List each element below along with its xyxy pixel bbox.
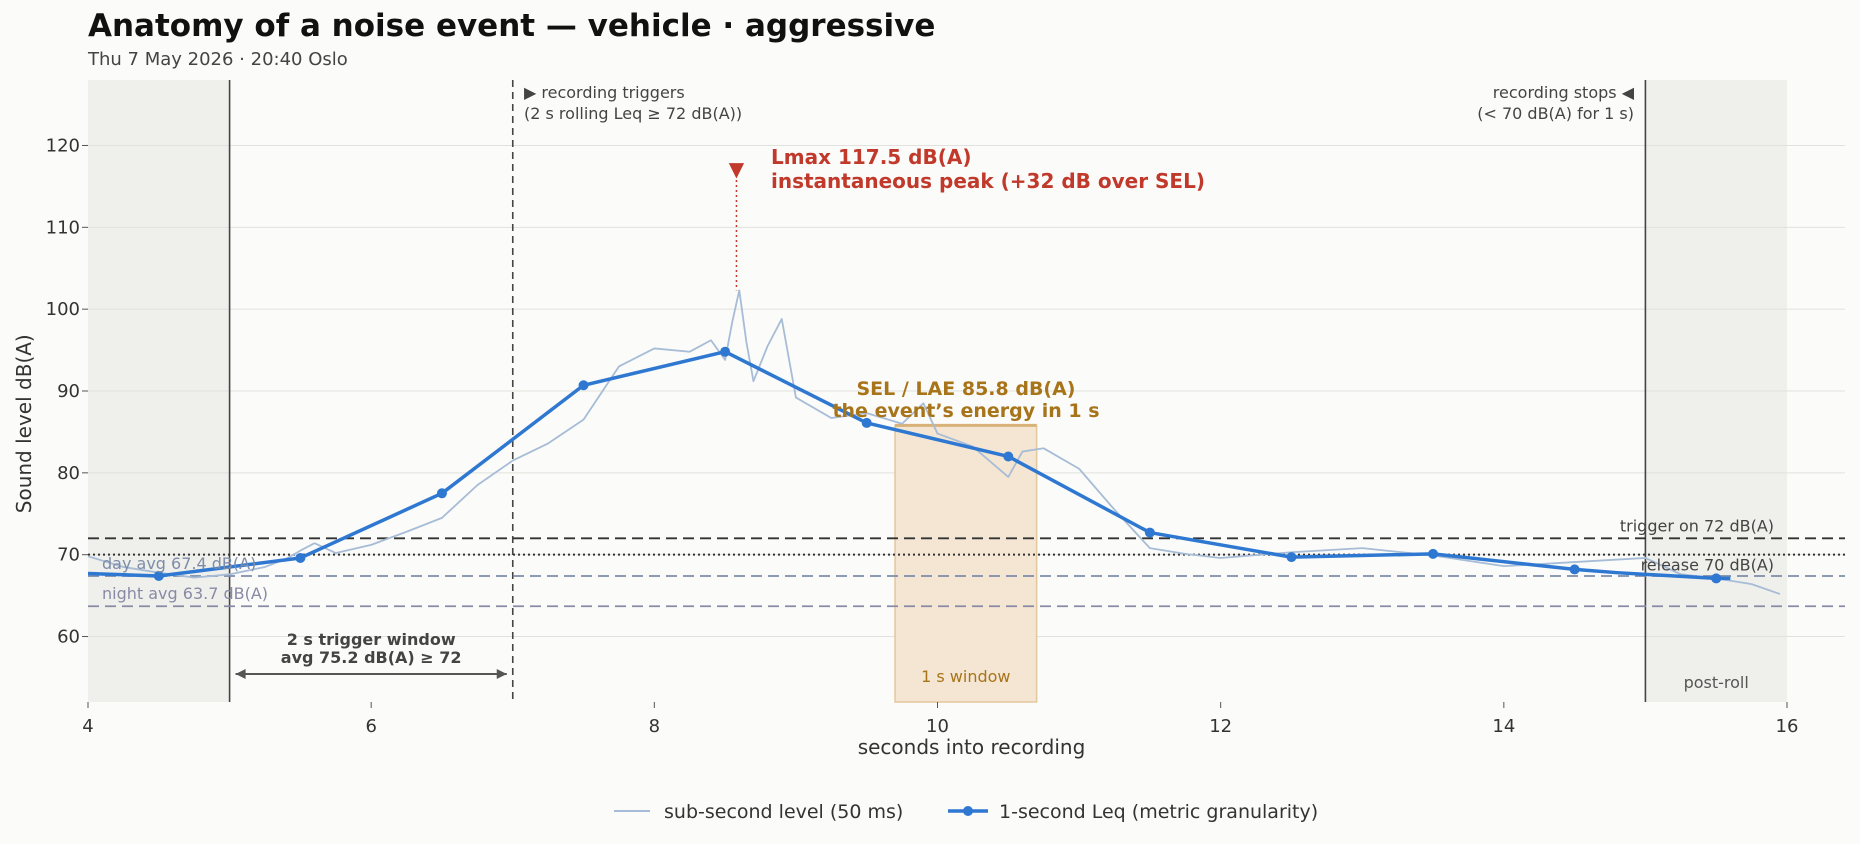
release-label: release 70 dB(A) xyxy=(1641,556,1774,575)
leq-point xyxy=(720,346,731,357)
y-tick-label: 60 xyxy=(57,627,80,648)
legend-label-sub-second: sub-second level (50 ms) xyxy=(664,801,903,823)
trigger-window-annotation-line2: avg 75.2 dB(A) ≥ 72 xyxy=(281,648,462,667)
y-tick-label: 80 xyxy=(57,463,80,484)
trigger-start-annotation-line2: (2 s rolling Leq ≥ 72 dB(A)) xyxy=(524,104,742,123)
leq-point xyxy=(1144,527,1155,538)
trigger-window-arrow-left xyxy=(235,669,246,679)
y-tick-label: 90 xyxy=(57,381,80,402)
sel-window-box xyxy=(894,424,1038,703)
x-tick-label: 10 xyxy=(926,716,949,737)
leq-point xyxy=(1286,552,1297,563)
peak-annotation-line2: instantaneous peak (+32 dB over SEL) xyxy=(771,169,1205,193)
chart-title: Anatomy of a noise event — vehicle · agg… xyxy=(88,8,936,44)
trigger-on-label: trigger on 72 dB(A) xyxy=(1620,516,1774,535)
leq-point xyxy=(861,417,872,428)
peak-marker: ▼ xyxy=(729,157,745,181)
trigger-start-annotation-line1: ▶ recording triggers xyxy=(524,83,685,102)
trigger-window-arrow-right xyxy=(496,669,507,679)
leq-point xyxy=(436,488,447,499)
y-tick-label: 110 xyxy=(46,217,80,238)
sel-window-label: 1 s window xyxy=(921,667,1010,686)
leq-point xyxy=(153,570,164,581)
sel-annotation-line2: the event’s energy in 1 s xyxy=(832,400,1099,422)
leq-point xyxy=(578,380,589,391)
x-tick-label: 14 xyxy=(1492,716,1515,737)
y-tick-label: 100 xyxy=(46,299,80,320)
leq-point xyxy=(1428,548,1439,559)
post-roll-label: post-roll xyxy=(1684,673,1749,692)
x-tick-label: 4 xyxy=(82,716,93,737)
leq-point xyxy=(1711,573,1722,584)
leq-point xyxy=(295,552,306,563)
y-tick-label: 120 xyxy=(46,135,80,156)
x-tick-label: 8 xyxy=(649,716,660,737)
legend-marker-leq xyxy=(963,806,973,816)
peak-annotation-line1: Lmax 117.5 dB(A) xyxy=(771,145,972,169)
y-axis-label: Sound level dB(A) xyxy=(12,334,36,513)
x-tick-label: 12 xyxy=(1209,716,1232,737)
leq-point xyxy=(1003,451,1014,462)
recording-stop-annotation-line2: (< 70 dB(A) for 1 s) xyxy=(1477,104,1634,123)
chart-subtitle: Thu 7 May 2026 · 20:40 Oslo xyxy=(88,49,348,70)
trigger-window-annotation-line1: 2 s trigger window xyxy=(287,630,456,649)
x-tick-label: 16 xyxy=(1776,716,1799,737)
x-tick-label: 6 xyxy=(365,716,376,737)
night-avg-label: night avg 63.7 dB(A) xyxy=(102,584,268,603)
day-avg-label: day avg 67.4 dB(A) xyxy=(102,554,256,573)
sub-second-level-line xyxy=(87,289,1781,595)
sel-annotation-line1: SEL / LAE 85.8 dB(A) xyxy=(857,378,1076,400)
x-axis-label: seconds into recording xyxy=(858,735,1086,759)
recording-stop-annotation-line1: recording stops ◀ xyxy=(1493,83,1635,102)
legend-label-leq: 1-second Leq (metric granularity) xyxy=(999,801,1318,823)
leq-point xyxy=(1569,564,1580,575)
y-tick-label: 70 xyxy=(57,545,80,566)
